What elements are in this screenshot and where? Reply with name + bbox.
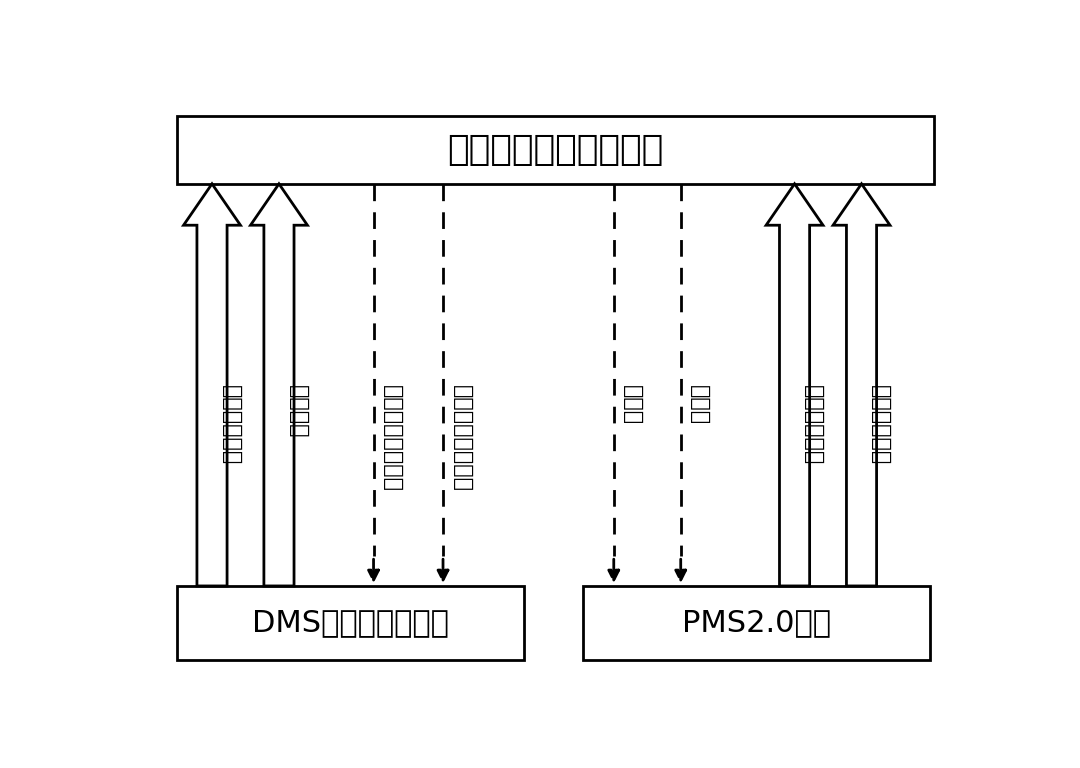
Text: 操作票: 操作票: [622, 385, 643, 425]
Text: 电网运行接口: 电网运行接口: [220, 385, 241, 465]
Bar: [177, 116, 934, 184]
Text: 防误校核结果信息: 防误校核结果信息: [382, 385, 402, 492]
Text: DMS配电自动化系统: DMS配电自动化系统: [252, 608, 449, 637]
Polygon shape: [184, 184, 241, 586]
Text: 配网作业安全管控系统: 配网作业安全管控系统: [447, 133, 664, 167]
Text: PMS2.0系统: PMS2.0系统: [681, 608, 831, 637]
Polygon shape: [251, 184, 308, 586]
Polygon shape: [833, 184, 890, 586]
Text: 设备台账数据: 设备台账数据: [869, 385, 890, 465]
Bar: [177, 586, 524, 660]
Text: 实时数据: 实时数据: [287, 385, 308, 439]
Text: 离线数据回传信息: 离线数据回传信息: [451, 385, 472, 492]
Polygon shape: [766, 184, 823, 586]
Bar: [583, 586, 930, 660]
Text: 设备图模信息: 设备图模信息: [802, 385, 823, 465]
Text: 指令票: 指令票: [689, 385, 710, 425]
